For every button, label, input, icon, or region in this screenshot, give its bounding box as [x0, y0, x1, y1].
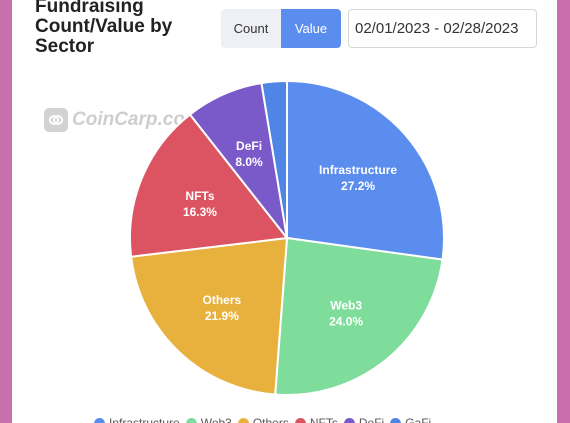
- legend-label: Infrastructure: [109, 416, 180, 423]
- slice-label-others: Others: [203, 293, 242, 307]
- legend-swatch: [94, 417, 105, 423]
- legend-item-gafi[interactable]: GaFi: [390, 416, 431, 423]
- slice-value-infrastructure: 27.2%: [341, 179, 375, 193]
- slice-value-nfts: 16.3%: [183, 205, 217, 219]
- slice-label-infrastructure: Infrastructure: [319, 163, 397, 177]
- count-value-toggle: Count Value: [221, 9, 341, 48]
- pie-slice-infrastructure[interactable]: [286, 79, 445, 261]
- legend-swatch: [390, 417, 402, 423]
- slice-value-web3: 24.0%: [329, 314, 363, 328]
- count-button[interactable]: Count: [221, 9, 281, 48]
- pie-slice-nfts[interactable]: [129, 113, 289, 258]
- chart-legend: Infrastructure Web3 Others NFTs DeFi GaFi: [94, 416, 431, 423]
- slice-value-others: 21.9%: [205, 309, 239, 323]
- legend-label: DeFi: [358, 416, 385, 423]
- pie-chart: Infrastructure 27.2% Web3 24.0% Others 21.9% N…: [129, 79, 445, 396]
- legend-item-infrastructure[interactable]: Infrastructure: [94, 416, 180, 423]
- legend-swatch: [185, 417, 197, 423]
- legend-item-defi[interactable]: DeFi: [343, 416, 385, 423]
- chart-title: Fundraising Count/Value by Sector: [35, 0, 173, 57]
- legend-item-nfts[interactable]: NFTs: [294, 416, 338, 423]
- legend-label: Others: [252, 416, 289, 423]
- value-button[interactable]: Value: [281, 9, 341, 48]
- pie-slice-others[interactable]: [130, 236, 289, 396]
- legend-swatch: [237, 417, 249, 423]
- watermark-text: CoinCarp.com: [72, 109, 202, 130]
- slice-label-defi: DeFi: [236, 139, 262, 153]
- slice-label-web3: Web3: [330, 298, 362, 312]
- pie-slice-web3[interactable]: [274, 236, 444, 396]
- slice-value-defi: 8.0%: [235, 155, 263, 169]
- coincarp-logo-icon: [44, 108, 68, 132]
- legend-item-web3[interactable]: Web3: [185, 416, 232, 423]
- legend-label: Web3: [200, 416, 232, 423]
- slice-label-nfts: NFTs: [185, 189, 214, 203]
- legend-item-others[interactable]: Others: [237, 416, 289, 423]
- legend-swatch: [294, 417, 306, 423]
- pie-slice-gafi[interactable]: [260, 79, 288, 239]
- date-range-input[interactable]: [348, 9, 537, 48]
- watermark: CoinCarp.com: [44, 108, 202, 132]
- legend-label: NFTs: [309, 416, 338, 423]
- legend-label: GaFi: [405, 416, 432, 423]
- chart-card: Fundraising Count/Value by Sector Count …: [12, 0, 557, 423]
- legend-swatch: [343, 417, 355, 423]
